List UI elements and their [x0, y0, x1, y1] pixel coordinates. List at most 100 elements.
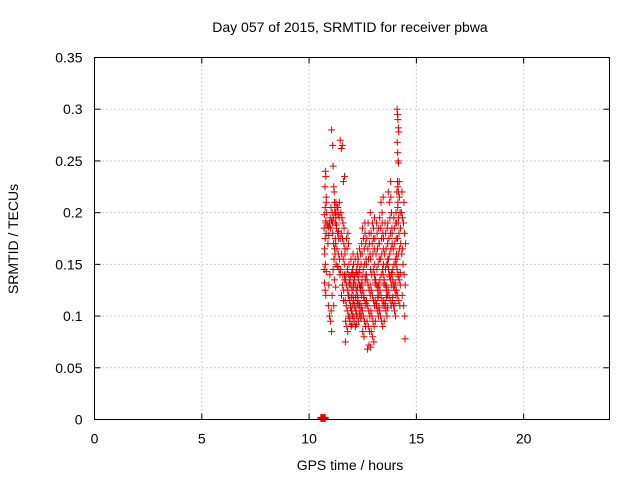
data-point — [329, 162, 337, 170]
x-tick-label: 15 — [409, 431, 425, 447]
data-point — [356, 300, 364, 308]
data-point — [327, 224, 335, 232]
data-point — [363, 345, 371, 353]
axis-ticks — [94, 57, 610, 420]
x-tick-label: 20 — [516, 431, 532, 447]
data-point — [327, 307, 335, 315]
data-point — [325, 231, 333, 239]
data-point — [359, 286, 367, 294]
data-point — [339, 255, 347, 263]
data-point — [345, 240, 353, 248]
data-point — [358, 307, 366, 315]
data-point — [377, 312, 385, 320]
data-point — [372, 317, 380, 325]
data-point — [389, 245, 397, 253]
data-point — [401, 229, 409, 237]
data-point — [341, 250, 349, 258]
data-point — [332, 283, 340, 291]
data-point — [379, 271, 387, 279]
data-point — [384, 255, 392, 263]
data-point — [401, 312, 409, 320]
data-point — [363, 276, 371, 284]
data-point — [358, 273, 366, 281]
data-point — [366, 281, 374, 289]
data-point — [363, 235, 371, 242]
data-point — [388, 229, 396, 237]
data-point — [368, 312, 376, 320]
data-point — [332, 214, 340, 222]
data-point — [389, 293, 397, 301]
chart-title: Day 057 of 2015, SRMTID for receiver pbw… — [212, 19, 488, 35]
data-point — [339, 178, 347, 186]
data-point — [366, 209, 374, 217]
y-tick-label: 0.05 — [55, 360, 82, 376]
data-point — [333, 262, 341, 270]
data-point — [328, 126, 336, 134]
data-point — [322, 172, 330, 180]
data-point — [359, 224, 367, 232]
data-point — [322, 193, 330, 201]
data-point — [328, 291, 336, 299]
data-point — [400, 302, 408, 310]
data-point — [394, 149, 402, 157]
data-point — [395, 159, 403, 167]
data-point — [325, 281, 333, 289]
data-point — [400, 198, 408, 206]
data-point — [393, 286, 401, 294]
data-point — [330, 302, 338, 310]
data-point — [390, 307, 398, 315]
data-point — [320, 211, 328, 219]
data-point — [321, 250, 329, 258]
data-point — [381, 300, 389, 308]
data-point — [340, 172, 348, 180]
data-point — [367, 229, 375, 237]
data-point — [359, 328, 367, 336]
data-point — [383, 260, 391, 268]
data-point — [337, 145, 345, 153]
x-tick-label: 10 — [301, 431, 317, 447]
data-point — [354, 293, 362, 301]
data-point — [369, 333, 377, 341]
data-point — [394, 116, 402, 124]
data-point — [376, 214, 384, 222]
data-point — [395, 193, 403, 201]
data-point — [402, 240, 410, 248]
data-point — [377, 291, 385, 299]
data-point — [395, 276, 403, 284]
data-point — [395, 128, 403, 136]
data-point — [392, 260, 400, 268]
data-point — [329, 141, 337, 149]
data-point — [335, 198, 343, 206]
grid-lines — [94, 57, 610, 420]
data-point — [379, 193, 387, 201]
data-point — [391, 240, 399, 248]
data-point — [380, 317, 388, 325]
data-point — [391, 279, 399, 287]
data-point — [393, 138, 401, 146]
data-point — [375, 304, 383, 312]
data-point — [321, 183, 329, 191]
data-point — [386, 250, 394, 258]
data-point — [383, 283, 391, 291]
x-tick-label: 0 — [91, 431, 99, 447]
data-point — [367, 286, 375, 294]
data-point — [375, 307, 383, 315]
data-point — [363, 317, 371, 325]
y-tick-label: 0 — [75, 412, 83, 428]
data-point — [382, 307, 390, 315]
data-point — [338, 214, 346, 222]
data-point — [337, 266, 345, 274]
y-tick-label: 0.3 — [63, 101, 83, 117]
data-point — [340, 224, 348, 232]
data-point — [400, 271, 408, 279]
data-point — [390, 224, 398, 232]
data-point — [358, 250, 366, 258]
data-point — [365, 341, 373, 349]
data-point — [394, 203, 402, 211]
data-point — [337, 209, 345, 217]
x-tick-labels: 0 5 10 15 20 — [91, 431, 532, 447]
data-point — [401, 335, 409, 343]
data-point — [387, 193, 395, 201]
data-point — [341, 338, 349, 346]
data-point — [385, 198, 393, 206]
